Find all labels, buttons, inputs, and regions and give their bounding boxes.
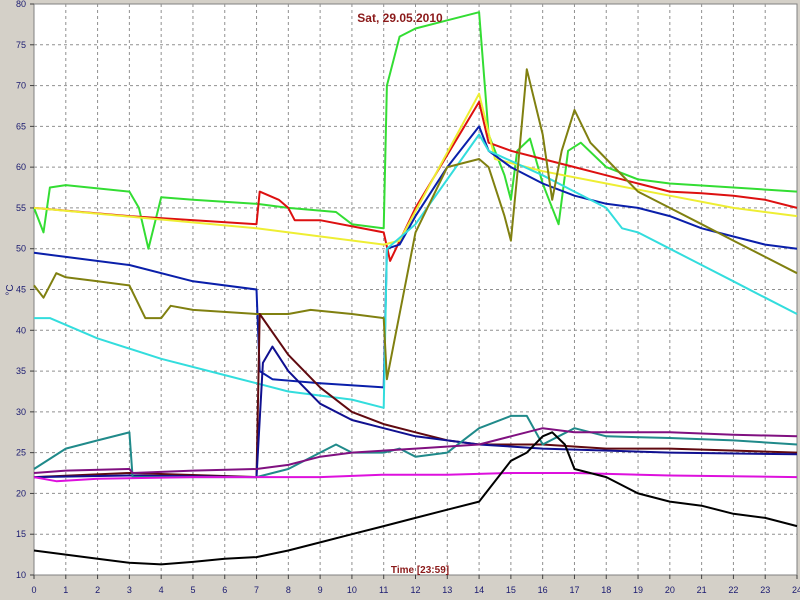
x-tick-label: 16 xyxy=(538,585,548,595)
grid-lines xyxy=(34,4,797,575)
series-lines xyxy=(33,11,798,566)
x-tick-label: 7 xyxy=(254,585,259,595)
x-axis-label: Time [23:59] xyxy=(391,565,449,576)
y-axis-ticks: 10 15 20 25 30 35 40 45 50 55 60 65 70 75 80 xyxy=(16,0,34,580)
y-tick-label: 50 xyxy=(16,244,26,254)
x-tick-label: 5 xyxy=(190,585,195,595)
x-tick-label: 17 xyxy=(569,585,579,595)
x-tick-label: 23 xyxy=(760,585,770,595)
y-tick-label: 30 xyxy=(16,407,26,417)
x-tick-label: 2 xyxy=(95,585,100,595)
y-tick-label: 40 xyxy=(16,325,26,335)
x-tick-label: 8 xyxy=(286,585,291,595)
x-tick-label: 4 xyxy=(159,585,164,595)
y-tick-label: 25 xyxy=(16,448,26,458)
x-tick-label: 21 xyxy=(697,585,707,595)
series-line-1 xyxy=(33,11,798,250)
y-tick-label: 15 xyxy=(16,529,26,539)
x-tick-label: 20 xyxy=(665,585,675,595)
x-tick-label: 18 xyxy=(601,585,611,595)
x-tick-label: 15 xyxy=(506,585,516,595)
y-tick-label: 20 xyxy=(16,488,26,498)
series-line-2 xyxy=(33,100,798,262)
series-line-6 xyxy=(33,68,798,381)
x-axis-ticks: 0 1 2 3 4 5 6 7 8 9 10 11 12 13 14 15 16 17 18 19 20 21 22 23 24 xyxy=(31,575,800,595)
x-tick-label: 19 xyxy=(633,585,643,595)
x-tick-label: 10 xyxy=(347,585,357,595)
series-line-10 xyxy=(33,427,798,474)
series-line-5 xyxy=(34,133,798,409)
x-tick-label: 13 xyxy=(442,585,452,595)
x-tick-label: 14 xyxy=(474,585,484,595)
y-axis-label: °C xyxy=(5,284,16,295)
y-tick-label: 55 xyxy=(16,203,26,213)
y-tick-label: 65 xyxy=(16,121,26,131)
y-tick-label: 45 xyxy=(16,285,26,295)
x-tick-label: 0 xyxy=(31,585,36,595)
chart-title: Sat, 29.05.2010 xyxy=(357,11,443,25)
x-tick-label: 3 xyxy=(127,585,132,595)
x-tick-label: 11 xyxy=(379,585,388,595)
series-line-12 xyxy=(33,431,798,566)
series-line-7 xyxy=(33,313,798,479)
x-tick-label: 12 xyxy=(410,585,420,595)
x-tick-label: 1 xyxy=(63,585,68,595)
y-tick-label: 70 xyxy=(16,81,26,91)
y-tick-label: 80 xyxy=(16,0,26,9)
x-tick-label: 6 xyxy=(222,585,227,595)
series-line-3 xyxy=(33,92,798,246)
x-tick-label: 9 xyxy=(318,585,323,595)
x-tick-label: 22 xyxy=(728,585,738,595)
y-tick-label: 10 xyxy=(16,570,26,580)
y-tick-label: 75 xyxy=(16,40,26,50)
y-tick-label: 35 xyxy=(16,366,26,376)
y-tick-label: 60 xyxy=(16,162,26,172)
x-tick-label: 24 xyxy=(792,585,800,595)
